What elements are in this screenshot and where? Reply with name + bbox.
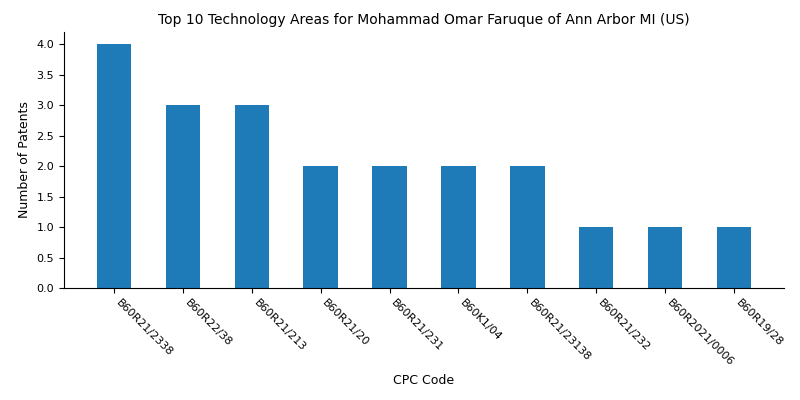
Bar	[372, 166, 406, 288]
Bar	[166, 105, 200, 288]
Bar	[442, 166, 476, 288]
Bar	[303, 166, 338, 288]
Title: Top 10 Technology Areas for Mohammad Omar Faruque of Ann Arbor MI (US): Top 10 Technology Areas for Mohammad Oma…	[158, 13, 690, 27]
Bar	[648, 227, 682, 288]
Bar	[97, 44, 131, 288]
Bar	[510, 166, 545, 288]
Bar	[234, 105, 269, 288]
Y-axis label: Number of Patents: Number of Patents	[18, 102, 31, 218]
Bar	[717, 227, 751, 288]
X-axis label: CPC Code: CPC Code	[394, 374, 454, 386]
Bar	[579, 227, 614, 288]
